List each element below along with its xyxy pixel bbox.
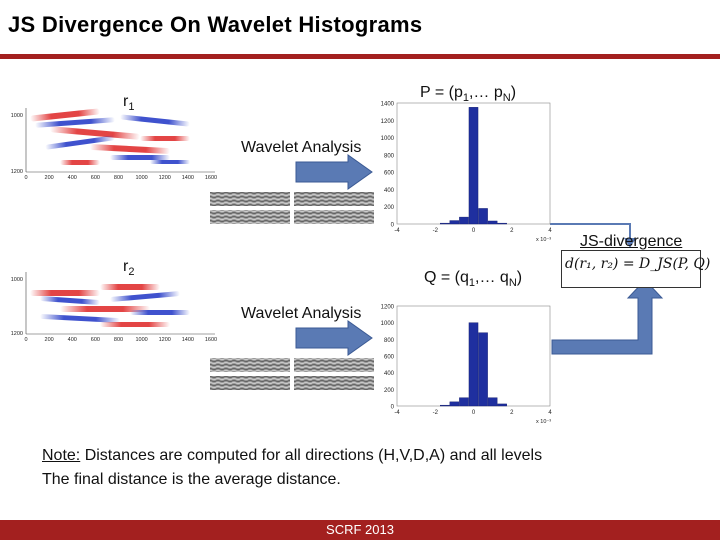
r2-label: r2 [123, 258, 135, 279]
histogram-p-chart: 0 200 400 600 800 1000 1200 1400 -4 -2 0 2 4 x 10⁻³ [381, 102, 553, 244]
seismic-image-1 [25, 108, 215, 173]
title-divider [0, 54, 720, 59]
y-tick-label: 1000 [381, 136, 395, 142]
note-prefix: Note: [42, 447, 81, 464]
y-tick-label: 600 [384, 355, 395, 361]
x-tick-label: -4 [394, 410, 400, 416]
js-formula: d(r₁, r₂) = D_JS(P, Q) [565, 256, 711, 272]
histogram-bar [487, 397, 498, 407]
x-tick-label: 1400 [182, 337, 194, 343]
y-tick-label: 800 [384, 338, 395, 344]
histogram-bar [440, 222, 450, 225]
x-tick-label: 1000 [136, 175, 148, 181]
x-tick-label: 4 [548, 410, 552, 416]
y-tick-label: 600 [384, 171, 395, 177]
y-tick-label: 0 [391, 405, 395, 411]
q-distribution-label: Q = (q1,… qN) [424, 269, 523, 290]
x-tick-label: 0 [24, 175, 27, 181]
y-tick-label: 1200 [381, 119, 395, 125]
x-exponent-label: x 10⁻³ [536, 419, 551, 425]
x-tick-label: 800 [114, 175, 123, 181]
histogram-bar [487, 220, 498, 225]
histogram-bar [459, 397, 469, 407]
histogram-bar [449, 401, 460, 407]
slide-title: JS Divergence On Wavelet Histograms [8, 12, 423, 37]
p-distribution-label: P = (p1,… pN) [420, 84, 517, 105]
y-tick-label: 400 [384, 188, 395, 194]
y-tick-label: 1200 [11, 169, 23, 175]
footer-bar [0, 520, 720, 540]
x-tick-label: 800 [114, 337, 123, 343]
x-tick-label: 0 [472, 410, 476, 416]
wavelet-analysis-label-2: Wavelet Analysis [241, 305, 362, 322]
note-line-1: Distances are computed for all direction… [80, 447, 543, 464]
arrow-analysis-2 [295, 320, 373, 356]
x-tick-label: 2 [510, 410, 514, 416]
histogram-bar [497, 222, 507, 225]
histogram-bar [497, 403, 507, 407]
arrow-q-to-js [551, 279, 664, 355]
x-tick-label: 600 [91, 175, 100, 181]
histogram-bar [478, 208, 488, 225]
histogram-bar [468, 107, 479, 225]
y-tick-label: 1000 [11, 113, 23, 119]
x-tick-label: -2 [433, 228, 439, 234]
arrow-analysis-1 [295, 154, 373, 190]
y-tick-label: 800 [384, 153, 395, 159]
x-tick-label: 1600 [205, 337, 217, 343]
histogram-bar [478, 332, 488, 407]
note-line-2: The final distance is the average distan… [42, 471, 341, 488]
x-tick-label: 4 [548, 228, 552, 234]
y-tick-label: 1200 [381, 305, 395, 311]
formula-box [561, 250, 701, 288]
histogram-q-chart: 0 200 400 600 800 1000 1200 -4 -2 0 2 4 x 10⁻³ [381, 305, 553, 426]
y-tick-label: 200 [384, 205, 395, 211]
arrow-p-to-js [550, 223, 636, 248]
x-tick-label: 400 [68, 337, 77, 343]
js-divergence-label: JS-divergence [580, 233, 683, 250]
x-tick-label: -4 [394, 228, 400, 234]
wavelet-thumbnails-2 [210, 358, 374, 390]
x-tick-label: 200 [45, 175, 54, 181]
histogram-bar [449, 220, 460, 225]
x-tick-label: 1200 [159, 337, 171, 343]
y-tick-label: 0 [391, 223, 395, 229]
wavelet-thumbnails-1 [210, 192, 374, 224]
x-tick-label: 1000 [136, 337, 148, 343]
histogram-bar [459, 216, 469, 225]
x-tick-label: 0 [472, 228, 476, 234]
r1-label: r1 [123, 93, 135, 114]
y-tick-label: 1000 [11, 277, 23, 283]
x-tick-label: 0 [24, 337, 27, 343]
histogram-bar [440, 404, 450, 407]
seismic-image-2 [25, 272, 215, 335]
x-tick-label: 1600 [205, 175, 217, 181]
footer-text: SCRF 2013 [326, 522, 394, 537]
x-exponent-label: x 10⁻³ [536, 237, 551, 243]
x-tick-label: 600 [91, 337, 100, 343]
x-tick-label: -2 [433, 410, 439, 416]
x-tick-label: 400 [68, 175, 77, 181]
y-tick-label: 1200 [11, 331, 23, 337]
y-tick-label: 400 [384, 371, 395, 377]
x-tick-label: 1400 [182, 175, 194, 181]
y-tick-label: 200 [384, 388, 395, 394]
histogram-bar [468, 322, 479, 407]
wavelet-analysis-label-1: Wavelet Analysis [241, 139, 362, 156]
y-tick-label: 1400 [381, 102, 395, 108]
x-tick-label: 200 [45, 337, 54, 343]
note-text: Note: Distances are computed for all dir… [42, 444, 542, 492]
y-tick-label: 1000 [381, 321, 395, 327]
x-tick-label: 1200 [159, 175, 171, 181]
x-tick-label: 2 [510, 228, 514, 234]
